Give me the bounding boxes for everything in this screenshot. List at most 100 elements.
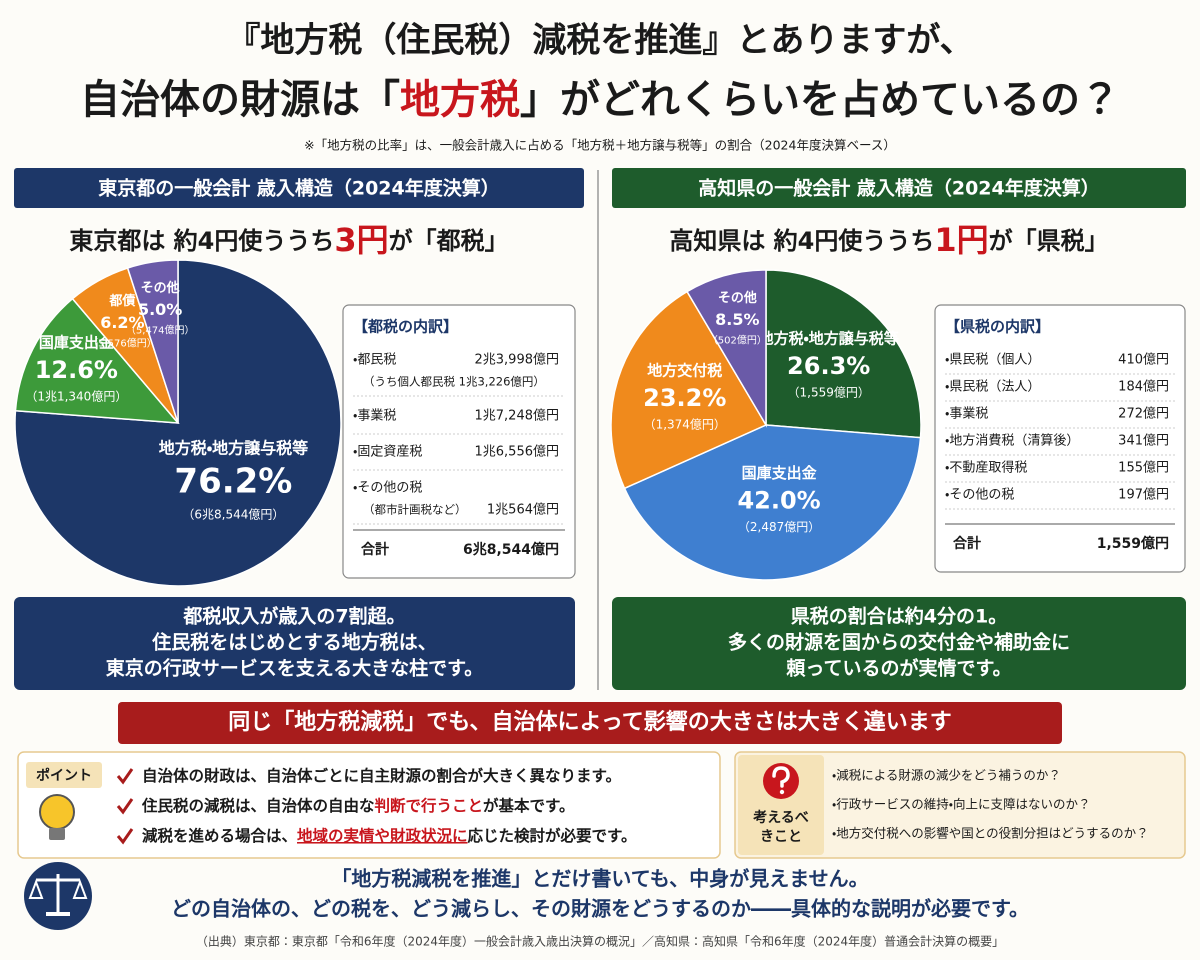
source: （出典）東京都：東京都「令和6年度（2024年度）一般会計歳入歳出決算の概況」／… (196, 934, 1004, 949)
point-highlight: 地域の実情や財政状況に (297, 826, 468, 845)
footer-line: 「地方税減税を推進」とだけ書いても、中身が見えません。 (331, 867, 868, 891)
slice-value: 12.6% (35, 356, 118, 384)
consider-item: ・地方交付税への影響や国との役割分担はどうするのか？ (832, 826, 1149, 841)
point-part: 自治体の財政は、自治体ごとに自主財源の割合が大きく異なります。 (142, 766, 621, 785)
title-part: 」がどれくらいを占めているの？ (520, 77, 1120, 123)
pie-slice (126, 259, 179, 424)
summary-box (14, 597, 575, 690)
breakdown-label: ・不動産取得税 (945, 460, 1027, 476)
note: ※「地方税の比率」は、一般会計歳入に占める「地方税＋地方譲与税等」の割合（202… (304, 138, 896, 153)
breakdown-total-amount: 1,559億円 (1097, 535, 1169, 552)
breakdown-label: ・固定資産税 (353, 445, 422, 460)
slice-amount: （502億円） (708, 333, 767, 346)
slice-amount: （5,474億円） (126, 323, 195, 336)
slice-value: 8.5% (715, 310, 759, 329)
consider-label: 考えるべ (752, 809, 809, 826)
slice-label: その他 (141, 280, 180, 296)
summary-line: 頼っているのが実情です。 (786, 657, 1011, 680)
summary-line: 都税収入が歳入の7割超。 (182, 605, 405, 628)
slice-amount: （6兆8,544億円） (182, 507, 284, 521)
breakdown-amount: 197億円 (1118, 488, 1169, 503)
consider-label-bg (738, 755, 824, 855)
summary-line: 県税の割合は約4分の1。 (791, 605, 1007, 628)
breakdown-note: （都市計画税など） (363, 503, 467, 517)
subtitle-part: が「都税」 (389, 227, 509, 255)
title-line2: 自治体の財源は「地方税」がどれくらいを占めているの？ (80, 77, 1120, 123)
breakdown-label: ・県民税（法人） (945, 380, 1040, 395)
breakdown-note: （うち個人都民税 1兆3,226億円） (363, 375, 545, 389)
title-part: 自治体の財源は「 (80, 77, 400, 123)
point-highlight: 判断で行うこと (375, 796, 484, 815)
breakdown-total-label: 合計 (361, 541, 389, 558)
title-highlight: 地方税 (400, 77, 520, 123)
scale-icon (24, 862, 92, 930)
question-icon (763, 763, 799, 799)
breakdown-label: ・地方消費税（清算後） (945, 433, 1079, 449)
point-part: が基本です。 (483, 796, 574, 815)
bulb-icon (39, 794, 75, 840)
breakdown-label: ・その他の税 (353, 481, 422, 496)
breakdown-amount: 155億円 (1118, 461, 1169, 476)
check-icon (116, 768, 134, 785)
points-label: ポイント (36, 767, 92, 784)
breakdown-amount: 2兆3,998億円 (475, 353, 560, 368)
subtitle-part: が「県税」 (989, 227, 1109, 255)
breakdown-amount: 184億円 (1118, 380, 1169, 395)
panel-title: 東京都の一般会計 歳入構造（2024年度決算） (98, 177, 500, 200)
breakdown-amount: 1兆6,556億円 (475, 445, 560, 460)
breakdown-amount: 272億円 (1118, 407, 1169, 422)
check-icon (116, 828, 134, 845)
breakdown-title: 【都税の内訳】 (353, 318, 458, 336)
slice-value: 23.2% (643, 384, 726, 412)
point-item: 減税を進める場合は、地域の実情や財政状況に応じた検討が必要です。 (142, 826, 636, 845)
breakdown-label: ・その他の税 (945, 488, 1014, 503)
pie-slice (14, 259, 342, 587)
consider-label: きこと (760, 829, 802, 845)
point-part: 応じた検討が必要です。 (468, 826, 637, 845)
slice-label: 地方税・地方譲与税等 (759, 330, 899, 348)
banner-bg (118, 702, 1062, 744)
subtitle-part: 高知県は 約4円使ううち (669, 227, 934, 255)
slice-label: 地方交付税 (647, 362, 722, 380)
summary-line: 住民税をはじめとする地方税は、 (151, 631, 436, 654)
title-line1: 『地方税（住民税）減税を推進』とありますが、 (226, 21, 973, 61)
point-part: 減税を進める場合は、 (142, 826, 297, 845)
slice-amount: （1,374億円） (644, 418, 726, 432)
breakdown-box (342, 304, 576, 579)
points-box (17, 751, 721, 859)
subtitle-highlight: 1円 (934, 221, 988, 259)
point-item: 自治体の財政は、自治体ごとに自主財源の割合が大きく異なります。 (142, 766, 621, 785)
slice-value: 5.0% (138, 300, 182, 319)
pie-slice (610, 290, 768, 490)
breakdown-label: ・都民税 (353, 353, 396, 368)
summary-box (612, 597, 1186, 690)
pie-slice (14, 297, 180, 424)
breakdown-amount: 1兆564億円 (487, 503, 559, 518)
panel-header-bg (14, 168, 584, 208)
breakdown-amount: 1兆7,248億円 (475, 409, 560, 424)
slice-value: 42.0% (737, 486, 820, 514)
banner-text: 同じ「地方税減税」でも、自治体によって影響の大きさは大きく違います (228, 709, 952, 735)
slice-label: 国庫支出金 (742, 464, 818, 482)
points-label-bg (26, 762, 102, 788)
pie-slice (765, 269, 922, 439)
consider-item: ・行政サービスの維持・向上に支障はないのか？ (832, 797, 1091, 812)
slice-label: 都債 (108, 293, 135, 309)
consider-box (734, 751, 1186, 859)
summary-line: 多くの財源を国からの交付金や補助金に (728, 631, 1070, 654)
pie-slice (686, 269, 767, 428)
slice-amount: （1兆1,340億円） (25, 390, 127, 404)
pie-slice (623, 424, 922, 581)
points-list: 自治体の財政は、自治体ごとに自主財源の割合が大きく異なります。住民税の減税は、自… (116, 766, 636, 845)
breakdown-box (934, 304, 1186, 573)
consider-item: ・減税による財源の減少をどう補うのか？ (832, 768, 1061, 783)
breakdown-amount: 341億円 (1118, 434, 1169, 449)
breakdown-amount: 410億円 (1118, 353, 1169, 368)
subtitle-highlight: 3円 (334, 221, 388, 259)
panel-subtitle: 高知県は 約4円使ううち1円が「県税」 (669, 221, 1108, 259)
breakdown-total-label: 合計 (953, 535, 981, 552)
slice-value: 6.2% (100, 313, 144, 332)
slice-label: 地方税・地方譲与税等 (159, 438, 308, 457)
